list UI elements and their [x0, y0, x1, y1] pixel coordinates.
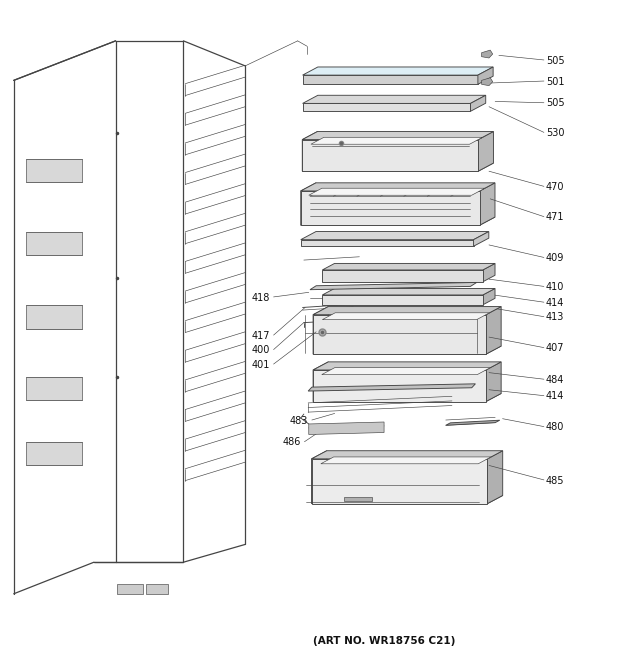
Polygon shape: [303, 67, 493, 75]
Text: 414: 414: [546, 298, 564, 308]
Polygon shape: [322, 313, 489, 320]
Text: 401: 401: [252, 360, 270, 369]
Polygon shape: [311, 451, 327, 504]
Text: 414: 414: [546, 391, 564, 401]
Polygon shape: [310, 282, 477, 290]
Polygon shape: [313, 315, 486, 354]
Polygon shape: [446, 420, 500, 425]
Polygon shape: [303, 139, 478, 171]
Text: 410: 410: [546, 282, 564, 292]
Polygon shape: [313, 362, 329, 402]
Polygon shape: [482, 78, 493, 86]
Polygon shape: [487, 451, 503, 504]
Polygon shape: [313, 370, 486, 402]
Text: 486: 486: [282, 438, 301, 447]
Polygon shape: [309, 188, 485, 195]
Polygon shape: [322, 288, 495, 295]
Polygon shape: [486, 362, 501, 402]
Text: 483: 483: [290, 416, 308, 426]
Polygon shape: [303, 75, 478, 85]
Text: 413: 413: [546, 313, 564, 323]
Polygon shape: [313, 362, 501, 370]
Polygon shape: [474, 231, 489, 247]
Text: (ART NO. WR18756 C21): (ART NO. WR18756 C21): [313, 636, 455, 646]
Text: 409: 409: [546, 253, 564, 263]
Polygon shape: [301, 183, 316, 225]
Polygon shape: [480, 183, 495, 225]
Polygon shape: [146, 584, 168, 594]
Polygon shape: [301, 231, 489, 240]
Polygon shape: [309, 422, 384, 434]
Polygon shape: [303, 95, 485, 103]
Polygon shape: [26, 159, 82, 182]
Polygon shape: [478, 67, 493, 85]
Polygon shape: [303, 132, 494, 139]
Polygon shape: [303, 132, 317, 171]
Text: 480: 480: [546, 422, 564, 432]
Polygon shape: [26, 305, 82, 329]
Polygon shape: [313, 346, 501, 354]
Text: 400: 400: [252, 345, 270, 355]
Polygon shape: [117, 584, 143, 594]
Text: 484: 484: [546, 375, 564, 385]
Polygon shape: [322, 270, 483, 282]
Polygon shape: [322, 264, 495, 270]
Polygon shape: [313, 393, 501, 402]
Polygon shape: [303, 163, 494, 171]
Polygon shape: [301, 191, 480, 225]
Polygon shape: [26, 232, 82, 254]
Polygon shape: [482, 50, 493, 58]
Text: 418: 418: [252, 293, 270, 303]
Polygon shape: [26, 377, 82, 400]
Text: 470: 470: [546, 182, 564, 192]
Text: 471: 471: [546, 212, 564, 222]
Polygon shape: [301, 240, 474, 247]
Polygon shape: [322, 368, 490, 375]
Polygon shape: [483, 288, 495, 305]
Polygon shape: [311, 496, 503, 504]
Polygon shape: [321, 457, 491, 464]
Polygon shape: [313, 307, 501, 315]
Polygon shape: [322, 295, 483, 305]
Text: 530: 530: [546, 128, 564, 138]
Polygon shape: [471, 95, 485, 111]
Text: 485: 485: [546, 475, 564, 486]
Text: 407: 407: [546, 343, 564, 353]
Polygon shape: [26, 442, 82, 465]
Polygon shape: [311, 451, 503, 459]
Text: 505: 505: [546, 98, 564, 108]
Polygon shape: [311, 459, 487, 504]
Polygon shape: [308, 384, 476, 391]
Text: 501: 501: [546, 77, 564, 87]
Polygon shape: [344, 497, 372, 501]
Polygon shape: [303, 103, 471, 111]
Polygon shape: [483, 264, 495, 282]
Polygon shape: [301, 183, 495, 191]
Text: 505: 505: [546, 56, 564, 65]
Polygon shape: [311, 137, 482, 144]
Polygon shape: [301, 217, 495, 225]
Polygon shape: [478, 132, 494, 171]
Text: 417: 417: [251, 330, 270, 341]
Polygon shape: [313, 307, 329, 354]
Polygon shape: [486, 307, 501, 354]
